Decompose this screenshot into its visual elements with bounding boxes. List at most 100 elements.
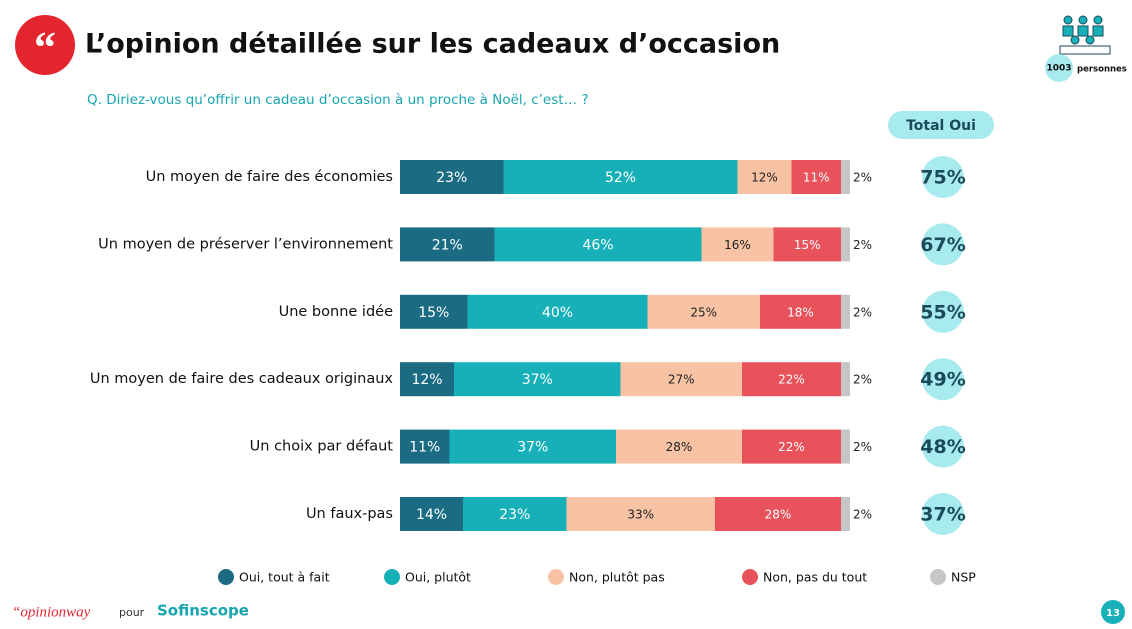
category-label: Une bonne idée (279, 304, 393, 320)
value-label: 18% (787, 305, 814, 319)
category-label: Un faux-pas (306, 506, 393, 522)
value-label: 16% (724, 238, 751, 252)
subtitle: Q. Diriez-vous qu’offrir un cadeau d’occ… (87, 92, 589, 108)
quote-icon: “ (34, 23, 56, 72)
bar-segment (400, 497, 463, 531)
total-value: 48% (920, 436, 965, 458)
value-label: 2% (853, 238, 872, 252)
category-label: Un moyen de faire des économies (146, 169, 393, 185)
bar-segment (841, 429, 850, 464)
value-label: 37% (517, 440, 548, 456)
brand: “opinionway (12, 604, 91, 620)
value-label: 15% (418, 305, 449, 321)
category-label: Un moyen de faire des cadeaux originaux (90, 371, 394, 387)
value-label: 2% (853, 508, 872, 522)
value-label: 28% (765, 508, 792, 522)
partner: Sofinscope (157, 602, 249, 620)
value-label: 2% (853, 305, 872, 319)
total-badge (922, 223, 964, 266)
footer-for: pour (119, 606, 145, 619)
bar-segment (773, 227, 841, 262)
bar-segment (400, 429, 450, 464)
legend-label: Oui, tout à fait (239, 570, 330, 585)
bar-segment (737, 160, 792, 194)
total-value: 75% (920, 167, 965, 189)
bar-segment (400, 227, 495, 262)
value-label: 15% (794, 238, 821, 252)
legend-label: Non, pas du tout (763, 570, 867, 585)
value-label: 22% (778, 373, 805, 387)
bar-segment (742, 429, 841, 464)
quote-badge (15, 15, 75, 75)
bar-segment (566, 497, 715, 531)
legend-label: NSP (951, 570, 976, 585)
value-label: 2% (853, 171, 872, 185)
bar-segment (841, 294, 850, 329)
bar-segment (791, 160, 841, 194)
bar-segment (647, 294, 760, 329)
value-label: 12% (411, 372, 442, 388)
value-label: 40% (542, 305, 573, 321)
people-icon (1059, 15, 1111, 55)
sample-count: 1003 (1046, 64, 1071, 74)
value-label: 33% (627, 508, 654, 522)
legend-label: Oui, plutôt (405, 570, 471, 585)
value-label: 12% (751, 171, 778, 185)
page-badge (1101, 600, 1125, 624)
value-label: 23% (436, 170, 467, 186)
value-label: 2% (853, 440, 872, 454)
total-badge (922, 425, 964, 468)
value-label: 2% (853, 373, 872, 387)
legend-swatch (548, 569, 564, 585)
value-label: 11% (409, 440, 440, 456)
bar-segment (454, 362, 621, 397)
value-label: 14% (416, 507, 447, 523)
bar-segment (494, 227, 702, 262)
bar-segment (463, 497, 567, 531)
bar-segment (701, 227, 774, 262)
value-label: 27% (668, 373, 695, 387)
legend-swatch (218, 569, 234, 585)
bar-segment (742, 362, 841, 397)
bar-segment (841, 497, 850, 531)
legend-swatch (742, 569, 758, 585)
category-label: Un choix par défaut (250, 439, 394, 455)
total-badge (922, 358, 964, 401)
bar-segment (400, 160, 504, 194)
bar-segment (449, 429, 616, 464)
legend-swatch (384, 569, 400, 585)
total-header: Total Oui (906, 118, 976, 134)
value-label: 11% (803, 171, 830, 185)
legend-label: Non, plutôt pas (569, 570, 665, 585)
bar-segment (841, 227, 850, 262)
value-label: 22% (778, 440, 805, 454)
total-badge (922, 156, 964, 198)
title: L’opinion détaillée sur les cadeaux d’oc… (85, 29, 780, 60)
bar-segment (616, 429, 742, 464)
total-value: 37% (920, 504, 965, 526)
bar-segment (620, 362, 742, 397)
bar-segment (400, 362, 454, 397)
value-label: 28% (666, 440, 693, 454)
bar-segment (467, 294, 648, 329)
bar-segment (400, 294, 468, 329)
value-label: 46% (582, 237, 613, 253)
bar-segment (841, 362, 850, 397)
sample-badge (1045, 54, 1073, 82)
bar-segment (760, 294, 841, 329)
total-value: 55% (920, 301, 965, 323)
value-label: 25% (690, 305, 717, 319)
sample-label: personnes (1077, 65, 1127, 75)
value-label: 52% (605, 170, 636, 186)
page-number: 13 (1106, 608, 1120, 619)
value-label: 37% (522, 372, 553, 388)
total-value: 67% (920, 234, 965, 256)
bar-segment (715, 497, 841, 531)
total-badge (922, 290, 964, 333)
category-label: Un moyen de préserver l’environnement (98, 236, 393, 252)
bar-segment (503, 160, 738, 194)
total-badge (922, 493, 964, 535)
value-label: 23% (499, 507, 530, 523)
value-label: 21% (432, 237, 463, 253)
